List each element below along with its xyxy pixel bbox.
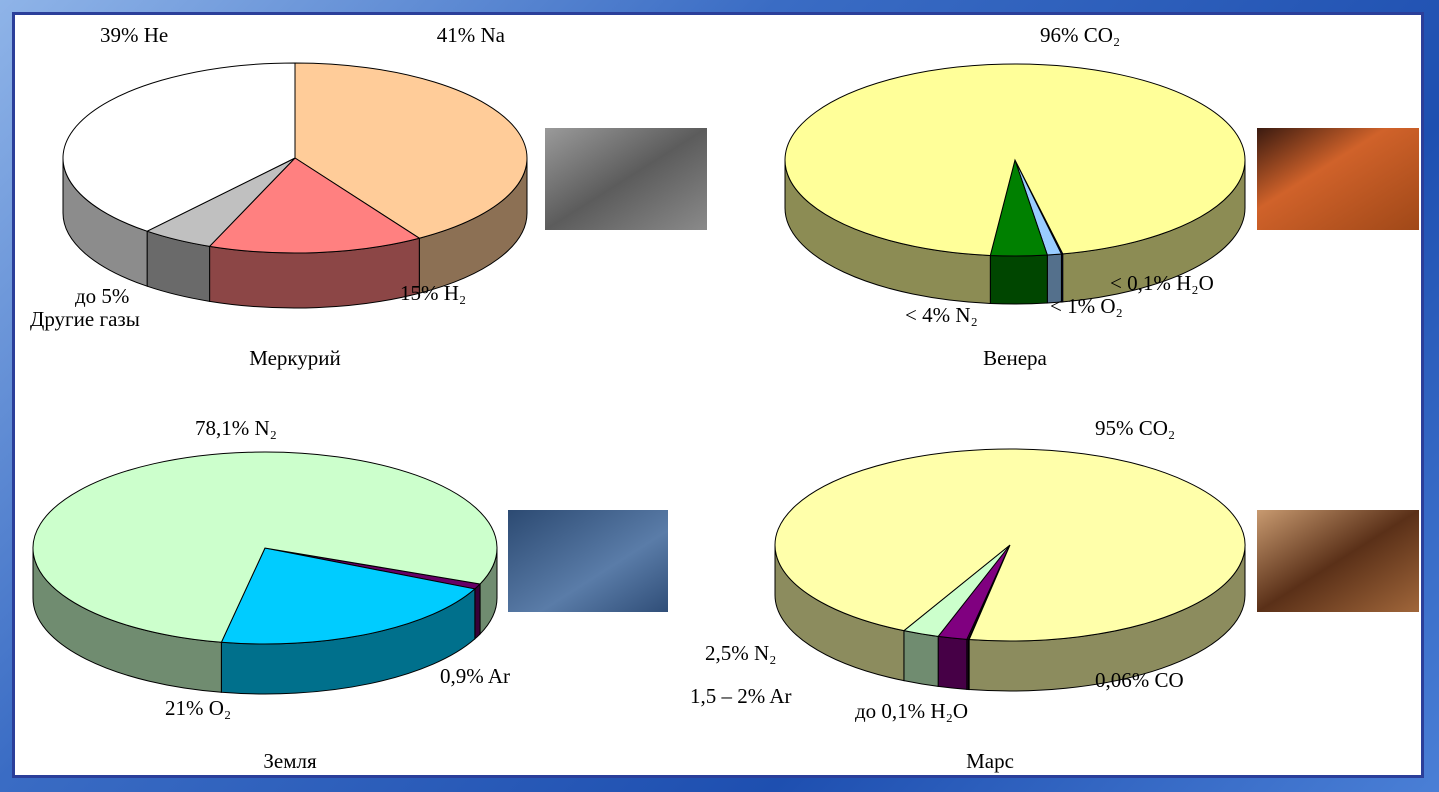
chart-title: Меркурий [249,346,341,370]
slice [62,62,296,232]
planet-image [508,510,668,612]
value-label: до 0,1% H₂O [855,699,968,723]
value-label: 41% Na [437,23,506,47]
slice [774,448,1246,642]
value-label: 96% CO₂ [1040,23,1120,47]
value-label: 2,5% N₂ [705,641,776,665]
value-label: 78,1% N₂ [195,416,277,440]
slice-side [903,630,939,687]
value-label: 95% CO₂ [1095,416,1175,440]
value-label: 0,06% CO [1095,668,1184,692]
slice-side [989,254,1048,305]
slice-side [937,635,968,690]
slice [208,157,421,254]
value-label: < 0,1% H₂O [1110,271,1214,295]
value-label: 39% He [100,23,168,47]
chart-title: Марс [966,749,1014,773]
slice [294,62,528,239]
slice [784,63,1246,256]
slice [220,547,476,645]
value-label: 0,9% Ar [440,664,510,688]
value-label: < 1% O₂ [1050,294,1123,318]
value-label: 21% O₂ [165,696,231,720]
planet-image [545,128,707,230]
slice-side [474,582,481,641]
chart-title: Венера [983,346,1047,370]
chart-title: Земля [263,749,317,773]
slice [32,451,498,643]
planet-image [1257,128,1419,230]
value-label: < 4% N₂ [905,303,978,327]
value-label: до 5% [75,284,129,308]
value-label: 15% H₂ [400,281,466,305]
planet-image [1257,510,1419,612]
value-label: 1,5 – 2% Ar [690,684,792,708]
category-label: Другие газы [30,307,140,331]
